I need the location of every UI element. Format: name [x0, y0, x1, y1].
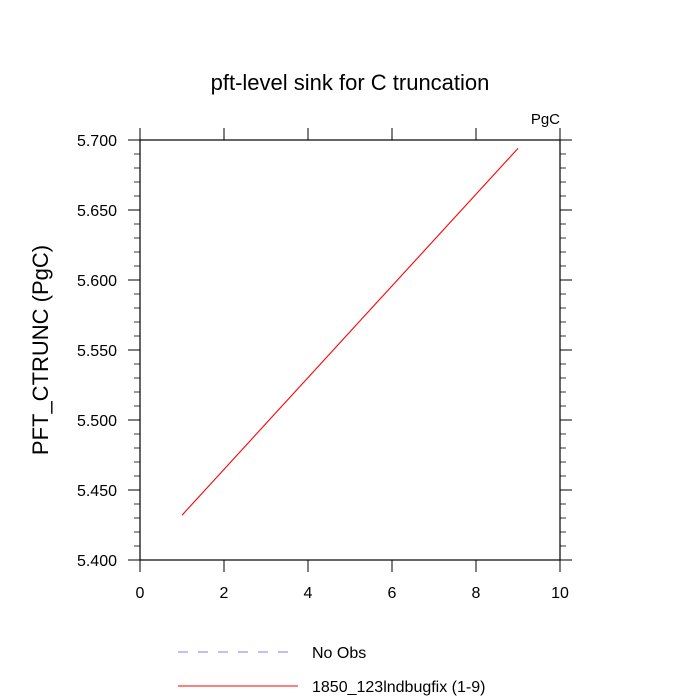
x-tick-label: 10	[551, 585, 569, 602]
y-tick-label: 5.500	[77, 413, 117, 430]
y-axis-label: PFT_CTRUNC (PgC)	[28, 245, 53, 455]
series-layer	[181, 148, 519, 516]
x-tick-label: 6	[388, 585, 397, 602]
y-tick-label: 5.600	[77, 273, 117, 290]
legend-entry-label: No Obs	[312, 645, 366, 662]
plot-border	[139, 139, 561, 561]
x-tick-label: 0	[136, 585, 145, 602]
x-tick-label: 8	[472, 585, 481, 602]
series-line	[181, 148, 519, 516]
x-tick-label: 2	[220, 585, 229, 602]
y-tick-label: 5.550	[77, 343, 117, 360]
tick-labels: 0 2 4 6 8 10 5.400 5.450 5.500 5.550 5.600 5.650 5.7…	[77, 133, 569, 602]
y-tick-label: 5.450	[77, 483, 117, 500]
y-tick-label: 5.400	[77, 553, 117, 570]
units-label: PgC	[531, 111, 560, 128]
x-tick-label: 4	[304, 585, 313, 602]
y-tick-label: 5.700	[77, 133, 117, 150]
legend-entry-label: 1850_123lndbugfix (1-9)	[312, 679, 485, 696]
chart-title: pft-level sink for C truncation	[211, 70, 490, 95]
plot-frame	[139, 139, 561, 561]
legend: No Obs 1850_123lndbugfix (1-9)	[178, 645, 485, 696]
y-tick-label: 5.650	[77, 203, 117, 220]
axis-ticks	[128, 128, 572, 572]
